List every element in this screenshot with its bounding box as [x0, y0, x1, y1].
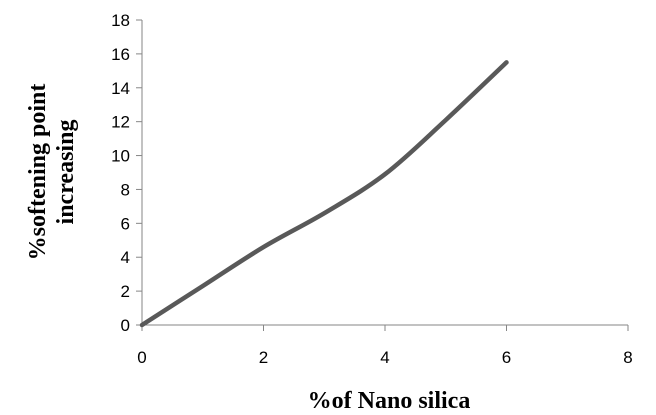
y-tick-label: 0 — [121, 316, 130, 335]
x-tick-label: 8 — [623, 348, 632, 367]
y-tick-label: 6 — [121, 214, 130, 233]
x-tick-label: 6 — [502, 348, 511, 367]
y-axis-title-line-1: %softening point — [25, 84, 51, 261]
axes — [136, 19, 629, 331]
y-tick-label: 16 — [111, 45, 130, 64]
y-axis-title-line-2: increasing — [53, 120, 79, 225]
y-axis-title: %softening point increasing — [25, 84, 79, 261]
x-tick-label: 4 — [380, 348, 389, 367]
x-tick-labels: 0 2 4 6 8 — [137, 348, 632, 367]
x-axis-title: %of Nano silica — [308, 388, 471, 414]
x-tick-label: 0 — [137, 348, 146, 367]
y-tick-label: 12 — [111, 113, 130, 132]
x-tick-label: 2 — [259, 348, 268, 367]
y-tick-label: 14 — [111, 79, 130, 98]
y-tick-label: 8 — [121, 180, 130, 199]
y-tick-labels: 0 2 4 6 8 10 12 14 16 18 — [111, 11, 130, 335]
y-tick-label: 10 — [111, 147, 130, 166]
y-tick-label: 4 — [121, 248, 130, 267]
y-tick-label: 2 — [121, 282, 130, 301]
y-tick-label: 18 — [111, 11, 130, 30]
plot-area — [139, 60, 509, 328]
series-line — [139, 60, 509, 328]
